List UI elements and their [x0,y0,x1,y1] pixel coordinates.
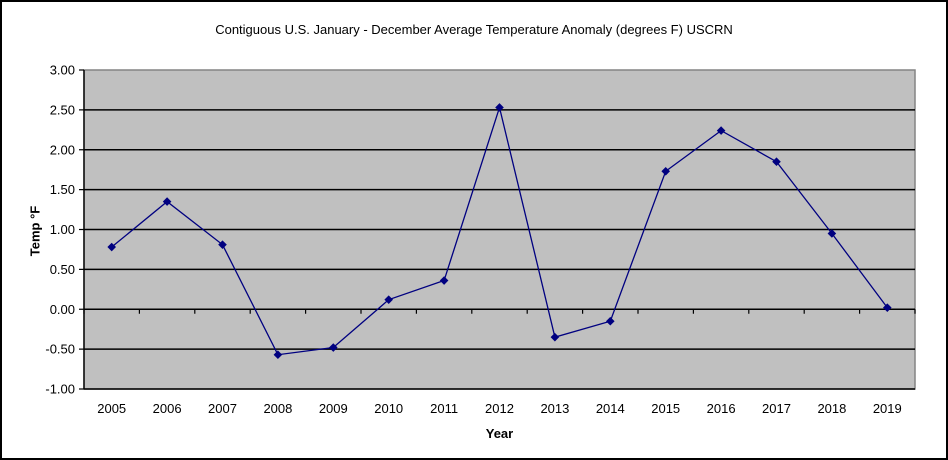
data-point-marker [328,343,338,352]
data-point-marker [716,126,726,135]
x-tick-label: 2005 [97,401,126,416]
x-tick-label: 2016 [707,401,736,416]
data-point-marker [550,332,560,342]
data-point-marker [661,166,671,176]
data-point-marker [772,157,781,167]
data-point-marker [439,276,449,285]
x-tick-label: 2006 [153,401,182,416]
y-tick-label: 3.00 [50,63,75,78]
data-point-marker [107,242,117,252]
x-tick-label: 2007 [208,401,237,416]
y-tick-label: 0.00 [50,302,75,317]
data-point-marker [605,316,615,326]
data-point-marker [882,303,892,312]
y-tick-label: -1.00 [45,382,75,397]
data-point-marker [495,103,504,112]
x-tick-label: 2017 [762,401,791,416]
x-tick-label: 2010 [374,401,403,416]
x-tick-label: 2008 [263,401,292,416]
data-point-marker [827,229,837,238]
x-tick-label: 2009 [319,401,348,416]
x-tick-label: 2011 [430,401,458,416]
x-tick-label: 2019 [873,401,902,416]
x-tick-label: 2013 [540,401,569,416]
x-tick-label: 2014 [596,401,625,416]
y-tick-label: 1.00 [50,222,75,237]
x-tick-label: 2018 [817,401,846,416]
x-tick-label: 2015 [651,401,680,416]
data-point-marker [384,295,394,304]
y-tick-label: 0.50 [50,262,75,277]
data-point-marker [273,350,283,360]
y-tick-label: -0.50 [45,342,75,357]
y-tick-label: 1.50 [50,182,75,197]
y-tick-label: 2.50 [50,102,75,117]
chart-title: Contiguous U.S. January - December Avera… [215,22,733,37]
y-tick-label: 2.00 [50,142,75,157]
x-tick-label: 2012 [485,401,514,416]
data-point-marker [162,197,172,206]
x-axis-title: Year [485,426,514,441]
data-point-marker [218,240,227,249]
